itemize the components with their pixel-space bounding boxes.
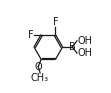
Text: OH: OH: [77, 48, 92, 58]
Text: F: F: [53, 17, 58, 27]
Text: B: B: [69, 42, 76, 52]
Text: OH: OH: [77, 36, 92, 46]
Text: CH₃: CH₃: [31, 73, 49, 83]
Text: F: F: [28, 30, 34, 40]
Text: O: O: [34, 62, 42, 72]
